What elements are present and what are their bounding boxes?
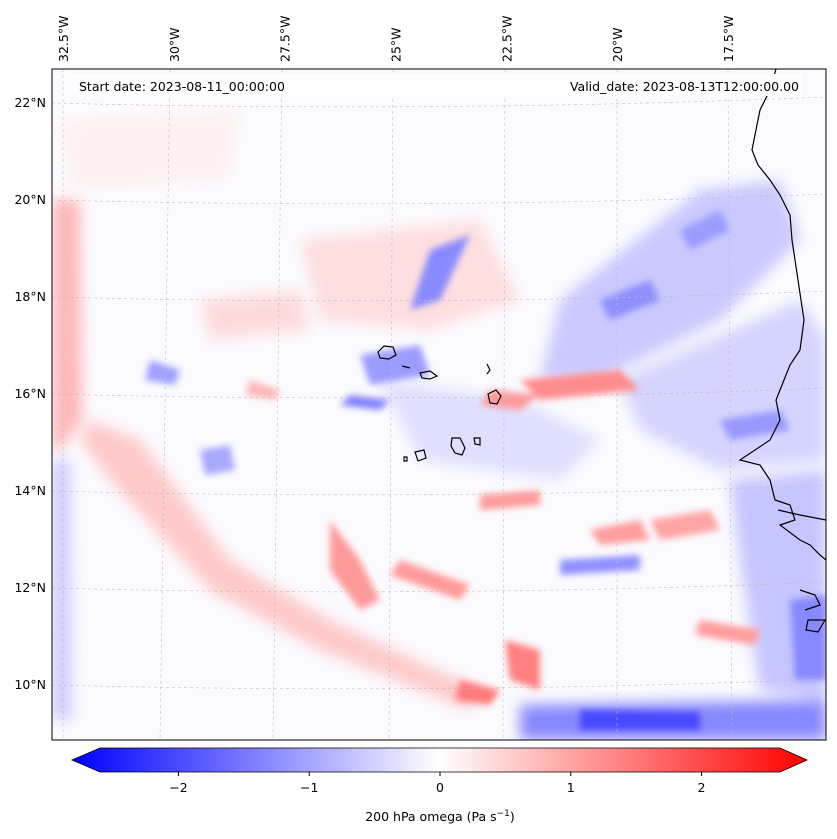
colorbar-tick-label-1: −1 — [300, 780, 318, 795]
island-maio — [473, 437, 481, 446]
colorbar-tick-label-0: −2 — [169, 780, 187, 795]
island-sao-vicente — [401, 365, 411, 369]
graticule — [52, 69, 826, 740]
map-panel: Start date: 2023-08-11_00:00:00 Valid_da… — [51, 68, 827, 741]
colorbar-tick-label-4: 2 — [698, 780, 706, 795]
island-santiago — [450, 437, 466, 456]
lat-label-3: 16°N — [14, 386, 46, 401]
lat-label-0: 22°N — [14, 95, 46, 110]
island-brava — [403, 456, 408, 462]
latitude-labels: 22°N 20°N 18°N 16°N 14°N 12°N 10°N — [14, 95, 46, 692]
lat-label-1: 20°N — [14, 192, 46, 207]
lat-label-2: 18°N — [14, 289, 46, 304]
lon-label-0: 32.5°W — [56, 16, 71, 62]
start-date-label: Start date: 2023-08-11_00:00:00 — [79, 79, 285, 94]
colorbar-body — [70, 747, 808, 773]
colorbar-tick-label-2: 0 — [436, 780, 444, 795]
island-boa-vista — [487, 389, 502, 405]
island-sao-nicolau — [419, 370, 439, 380]
lat-label-4: 14°N — [14, 483, 46, 498]
colorbar-ticks: −2 −1 0 1 2 — [169, 772, 706, 795]
colorbar-tick-label-3: 1 — [567, 780, 575, 795]
lon-label-4: 22.5°W — [499, 16, 514, 62]
lon-label-5: 20°W — [610, 27, 625, 62]
annotation-box — [72, 74, 802, 96]
lon-label-6: 17.5°W — [721, 16, 736, 62]
omega-field — [52, 110, 826, 740]
map-frame — [51, 68, 827, 741]
cape-verde-islands — [377, 345, 502, 462]
valid-date-label: Valid_date: 2023-08-13T12:00:00.00 — [570, 79, 799, 94]
lat-label-6: 10°N — [14, 677, 46, 692]
longitude-labels: 32.5°W 30°W 27.5°W 25°W 22.5°W 20°W 17.5°W — [56, 16, 736, 62]
colorbar: −2 −1 0 1 2 200 hPa omega (Pa s−1) — [70, 747, 808, 824]
coastline — [738, 69, 826, 633]
island-santo-antao — [377, 345, 397, 360]
lon-label-3: 25°W — [389, 27, 404, 62]
island-sal — [486, 363, 491, 375]
lat-label-5: 12°N — [14, 580, 46, 595]
lon-label-2: 27.5°W — [278, 16, 293, 62]
lon-label-1: 30°W — [167, 27, 182, 62]
island-fogo — [414, 449, 427, 462]
colorbar-label: 200 hPa omega (Pa s−1) — [365, 809, 515, 824]
